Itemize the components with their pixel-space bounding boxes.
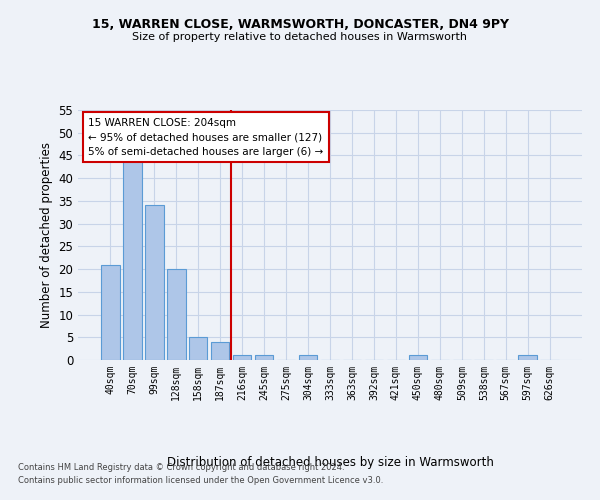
Text: 15, WARREN CLOSE, WARMSWORTH, DONCASTER, DN4 9PY: 15, WARREN CLOSE, WARMSWORTH, DONCASTER,… [91, 18, 509, 30]
Bar [233, 356, 251, 360]
Bar [145, 206, 164, 360]
Bar [409, 356, 427, 360]
Bar [255, 356, 274, 360]
Bar [211, 342, 229, 360]
Bar [299, 356, 317, 360]
Bar [518, 356, 537, 360]
Bar [101, 264, 119, 360]
Text: Size of property relative to detached houses in Warmsworth: Size of property relative to detached ho… [133, 32, 467, 42]
Text: Contains public sector information licensed under the Open Government Licence v3: Contains public sector information licen… [18, 476, 383, 485]
X-axis label: Distribution of detached houses by size in Warmsworth: Distribution of detached houses by size … [167, 456, 493, 468]
Bar [123, 156, 142, 360]
Y-axis label: Number of detached properties: Number of detached properties [40, 142, 53, 328]
Text: Contains HM Land Registry data © Crown copyright and database right 2024.: Contains HM Land Registry data © Crown c… [18, 464, 344, 472]
Bar [189, 338, 208, 360]
Bar [167, 269, 185, 360]
Text: 15 WARREN CLOSE: 204sqm
← 95% of detached houses are smaller (127)
5% of semi-de: 15 WARREN CLOSE: 204sqm ← 95% of detache… [88, 118, 323, 157]
